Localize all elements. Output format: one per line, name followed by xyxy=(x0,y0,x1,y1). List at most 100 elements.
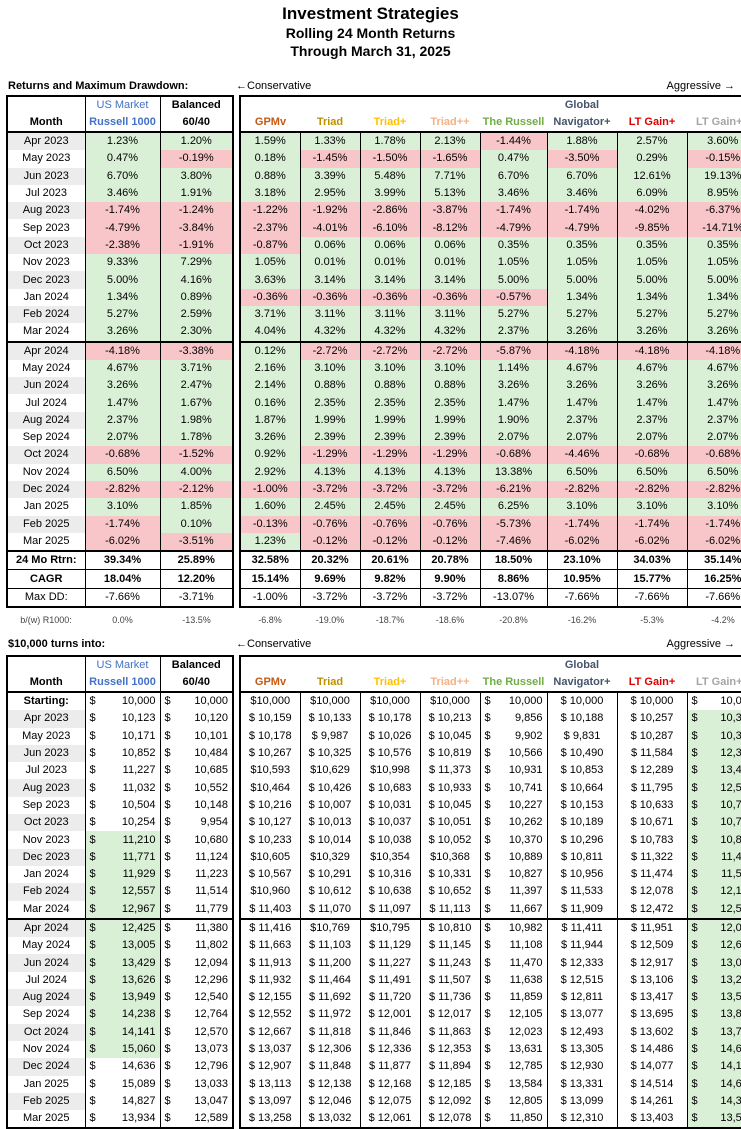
growth-cell: $13,584 xyxy=(479,1075,547,1093)
dollar-sign: $ xyxy=(89,1112,96,1125)
growth-value: 10,741 xyxy=(508,781,543,794)
growth-cell: $10,254 xyxy=(84,814,160,832)
growth-cell: $10,368 xyxy=(419,848,480,866)
return-cell: 3.99% xyxy=(359,184,420,203)
return-cell: -0.76% xyxy=(299,515,360,533)
growth-value: 11,569 xyxy=(721,868,741,881)
return-cell: -5.87% xyxy=(479,340,547,360)
bw-value: -6.8% xyxy=(258,614,282,625)
growth-cell: $13,949 xyxy=(84,989,160,1007)
growth-value: 11,667 xyxy=(509,902,543,915)
return-cell: -0.57% xyxy=(479,288,547,306)
return-cell: 19.13% xyxy=(686,167,741,185)
return-cell: 1.78% xyxy=(159,429,234,447)
growth-cell: $ 12,306 xyxy=(299,1040,360,1059)
gap xyxy=(233,972,240,989)
growth-cell: $ 10,810 xyxy=(419,917,480,938)
return-cell: -3.38% xyxy=(159,340,234,360)
growth-cell: $ 11,097 xyxy=(359,900,420,919)
returns-row: Dec 2024 -2.82% -2.12% -1.00% -3.72% -3.72% -3… xyxy=(6,480,741,499)
growth-cell: $ 11,877 xyxy=(359,1058,420,1076)
return-cell: 0.29% xyxy=(616,150,687,168)
growth-cell: $10,982 xyxy=(479,917,547,938)
growth-cell: $ 10,213 xyxy=(419,710,480,728)
bw-value: -18.6% xyxy=(435,614,465,625)
page-date: Through March 31, 2025 xyxy=(290,43,451,59)
growth-cell: $ 12,493 xyxy=(546,1023,617,1041)
growth-cell: $ 10,127 xyxy=(239,814,300,832)
dollar-sign: $ xyxy=(691,729,698,742)
growth-cell: $12,571 xyxy=(686,779,741,797)
summary-value: 18.04% xyxy=(84,569,160,589)
gap xyxy=(233,883,240,900)
growth-cell: $ 11,848 xyxy=(299,1058,360,1076)
dollar-sign: $ xyxy=(484,729,491,742)
gap xyxy=(233,779,240,796)
growth-cell: $ 11,507 xyxy=(419,971,480,990)
growth-value: 11,859 xyxy=(509,991,543,1004)
growth-cell: $ 12,336 xyxy=(359,1040,420,1059)
growth-cell: $ 10,325 xyxy=(299,744,360,763)
row-month: Mar 2025 xyxy=(6,532,85,553)
dollar-sign: $ xyxy=(691,1043,698,1056)
dollar-sign: $ xyxy=(484,764,491,777)
growth-cell: $10,504 xyxy=(84,796,160,815)
growth-cell: $14,827 xyxy=(84,1092,160,1111)
return-cell: 3.26% xyxy=(546,377,617,395)
return-cell: -0.68% xyxy=(84,446,160,464)
dollar-sign: $ xyxy=(164,816,171,829)
growth-value: 13,215 xyxy=(720,973,741,986)
dollar-sign: $ xyxy=(164,1008,171,1021)
return-cell: -6.37% xyxy=(686,202,741,220)
growth-row: Dec 2024 $14,636 $12,796 $ 12,907 $ 11,848 $ … xyxy=(6,1058,741,1076)
growth-row: Jun 2023 $10,852 $10,484 $ 10,267 $ 10,325 $ … xyxy=(6,744,741,763)
return-cell: -0.36% xyxy=(239,288,300,306)
growth-row: May 2023 $10,171 $10,101 $ 10,178 $ 9,987 $ 1… xyxy=(6,727,741,745)
growth-cell: $ 12,907 xyxy=(239,1058,300,1076)
return-cell: 3.26% xyxy=(84,323,160,342)
growth-cell: $ 11,972 xyxy=(299,1006,360,1024)
row-month: Jul 2024 xyxy=(6,394,85,412)
growth-cell: $ 10,045 xyxy=(419,796,480,815)
returns-row: Mar 2025 -6.02% -3.51% 1.23% -0.12% -0.12% -0.… xyxy=(6,532,741,553)
growth-cell: $ 10,233 xyxy=(239,831,300,849)
return-cell: 3.26% xyxy=(686,323,741,342)
bw-value: -20.8% xyxy=(499,614,528,625)
dollar-sign: $ xyxy=(691,973,698,986)
growth-cell: $ 10,031 xyxy=(359,796,420,815)
summary-label: CAGR xyxy=(6,569,85,589)
return-cell: 0.47% xyxy=(84,150,160,168)
row-month: Feb 2024 xyxy=(6,883,85,901)
growth-cell: $ 11,411 xyxy=(546,917,617,938)
row-month: Aug 2023 xyxy=(6,779,85,797)
return-cell: 2.07% xyxy=(84,429,160,447)
growth-cell: $14,380 xyxy=(686,1092,741,1111)
return-cell: -4.18% xyxy=(84,340,160,360)
return-cell: -4.01% xyxy=(299,219,360,237)
row-month: Sep 2024 xyxy=(6,429,85,447)
return-cell: 1.99% xyxy=(419,411,480,430)
growth-cell: $ 12,667 xyxy=(239,1023,300,1041)
growth-value: 13,949 xyxy=(121,991,156,1004)
growth-cell: $10,827 xyxy=(479,865,547,884)
return-cell: 3.10% xyxy=(616,498,687,516)
summary-value: 8.86% xyxy=(479,569,547,589)
header-strategy-triad-: Triad++ xyxy=(420,674,480,693)
growth-value: 10,931 xyxy=(508,764,543,777)
return-cell: 3.46% xyxy=(546,184,617,203)
return-cell: 3.26% xyxy=(686,377,741,395)
growth-value: 10,680 xyxy=(194,833,228,846)
growth-value: 10,982 xyxy=(508,922,543,934)
growth-cell: $ 10,287 xyxy=(616,727,687,745)
growth-cell: $ 12,138 xyxy=(299,1075,360,1093)
growth-value: 11,802 xyxy=(195,939,228,952)
header-us-market: US Market xyxy=(84,95,160,114)
growth-cell: $ 11,491 xyxy=(359,971,420,990)
header-month: Month xyxy=(6,114,85,133)
dollar-sign: $ xyxy=(691,1008,698,1021)
growth-value: 12,105 xyxy=(508,1008,543,1021)
returns-row: Feb 2024 5.27% 2.59% 3.71% 3.11% 3.11% 3.11% 5.… xyxy=(6,305,741,324)
dollar-sign: $ xyxy=(164,885,171,898)
row-month: Dec 2023 xyxy=(6,848,85,866)
dollar-sign: $ xyxy=(691,1112,698,1125)
